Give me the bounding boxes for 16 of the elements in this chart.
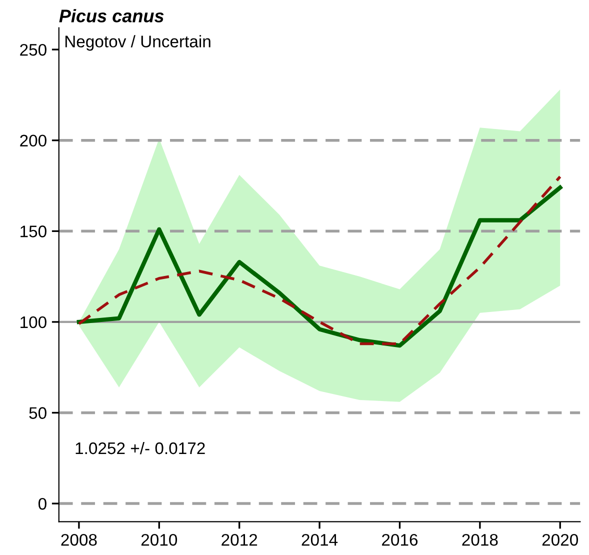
y-tick-label: 150 bbox=[20, 226, 46, 238]
y-tick-label: 0 bbox=[38, 498, 46, 510]
annotation: Negotov / Uncertain bbox=[65, 35, 210, 51]
x-tick-label: 2010 bbox=[141, 534, 178, 546]
x-tick-label: 2020 bbox=[542, 534, 578, 546]
chart-title: Picus canus bbox=[59, 9, 164, 22]
x-tick-label: 2014 bbox=[302, 534, 338, 546]
y-tick-label: 50 bbox=[29, 407, 46, 419]
x-tick-label: 2018 bbox=[462, 534, 498, 546]
y-tick-label: 250 bbox=[20, 44, 46, 56]
x-tick-label: 2016 bbox=[382, 534, 418, 546]
x-tick-label: 2008 bbox=[61, 534, 97, 546]
y-tick-label: 100 bbox=[20, 316, 46, 328]
x-tick-label: 2012 bbox=[222, 534, 258, 546]
annotation: 1.0252 +/- 0.0172 bbox=[76, 442, 205, 454]
y-tick-label: 200 bbox=[20, 134, 46, 147]
